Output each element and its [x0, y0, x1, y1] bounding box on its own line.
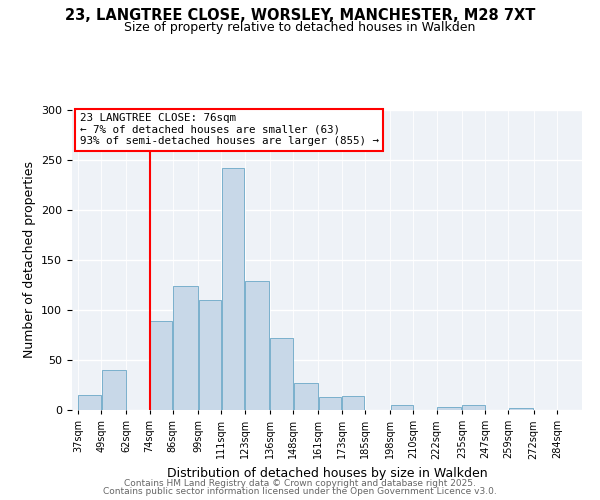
Bar	[509, 408, 533, 410]
Text: 23 LANGTREE CLOSE: 76sqm
← 7% of detached houses are smaller (63)
93% of semi-de: 23 LANGTREE CLOSE: 76sqm ← 7% of detache…	[80, 113, 379, 146]
Bar	[222, 168, 244, 410]
Bar	[270, 338, 293, 410]
Bar	[342, 396, 364, 410]
X-axis label: Distribution of detached houses by size in Walkden: Distribution of detached houses by size …	[167, 467, 487, 480]
Bar	[437, 407, 461, 410]
Bar	[391, 405, 413, 410]
Bar	[245, 281, 269, 410]
Bar	[173, 286, 197, 410]
Bar	[101, 370, 126, 410]
Bar	[79, 395, 101, 410]
Text: Size of property relative to detached houses in Walkden: Size of property relative to detached ho…	[124, 21, 476, 34]
Text: Contains public sector information licensed under the Open Government Licence v3: Contains public sector information licen…	[103, 487, 497, 496]
Bar	[462, 405, 485, 410]
Bar	[199, 300, 221, 410]
Bar	[150, 321, 172, 410]
Y-axis label: Number of detached properties: Number of detached properties	[23, 162, 35, 358]
Text: Contains HM Land Registry data © Crown copyright and database right 2025.: Contains HM Land Registry data © Crown c…	[124, 478, 476, 488]
Text: 23, LANGTREE CLOSE, WORSLEY, MANCHESTER, M28 7XT: 23, LANGTREE CLOSE, WORSLEY, MANCHESTER,…	[65, 8, 535, 22]
Bar	[293, 383, 318, 410]
Bar	[319, 397, 341, 410]
